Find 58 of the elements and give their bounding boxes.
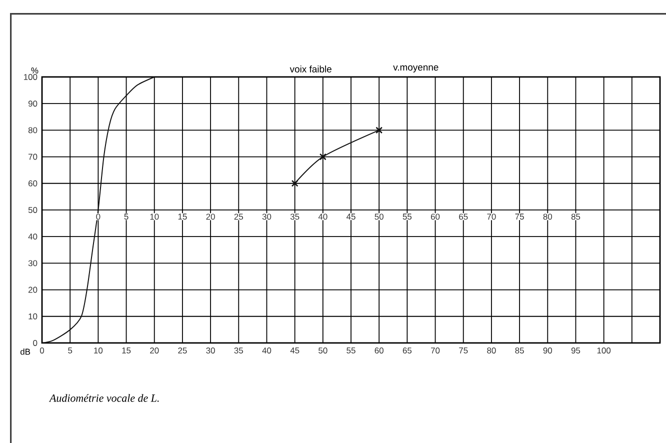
x2-tick-label: 40: [318, 214, 328, 220]
x-tick-label: 0: [40, 348, 44, 354]
x-tick-label: 80: [487, 348, 496, 354]
text: Audiométrie vocale de L.: [48, 394, 159, 402]
x2-tick-label: 30: [262, 214, 272, 220]
x-tick-label: 95: [571, 348, 580, 354]
y-axis-title: %: [31, 68, 38, 74]
x-tick-label: 40: [262, 348, 272, 354]
x2-tick-label: 65: [459, 214, 468, 220]
x2-tick-label: 10: [150, 214, 159, 220]
x-tick-label: 15: [122, 348, 131, 354]
y-tick-label: 50: [28, 206, 38, 213]
y-tick-label: 100: [24, 74, 38, 80]
y-tick-label: 0: [33, 340, 38, 346]
x2-tick-label: 5: [124, 214, 128, 220]
x-tick-label: 45: [290, 348, 300, 354]
y-tick-label: 90: [28, 100, 38, 107]
x-tick-label: 85: [515, 348, 524, 354]
x-tick-label: 100: [597, 348, 611, 354]
x2-tick-label: 0: [96, 214, 100, 220]
x2-tick-label: 85: [571, 214, 580, 220]
point: [376, 126, 383, 134]
y-tick-label: 10: [28, 313, 38, 320]
x2-tick-label: 25: [234, 214, 244, 220]
x-tick-label: 5: [68, 348, 72, 354]
x-tick-label: 30: [206, 348, 215, 354]
x2-tick-label: 20: [206, 214, 215, 220]
x2-tick-label: 45: [346, 214, 356, 220]
x2-tick-label: 15: [178, 214, 187, 220]
x-tick-label: 55: [346, 348, 356, 354]
y-tick-label: 60: [28, 180, 38, 186]
y-tick-label: 40: [28, 234, 38, 240]
x-tick-label: 10: [94, 348, 103, 354]
x2-tick-label: 70: [487, 214, 496, 220]
x2-tick-label: 75: [515, 214, 524, 220]
x-tick-label: 90: [543, 348, 552, 354]
text: v.moyenne: [393, 65, 438, 72]
x-tick-label: 20: [150, 348, 159, 354]
y-tick-label: 70: [28, 154, 38, 160]
y-tick-label: 30: [28, 260, 38, 266]
x-tick-label: 75: [459, 348, 468, 354]
x-tick-label: 25: [178, 348, 187, 354]
x2-tick-label: 35: [290, 214, 300, 220]
x-axis-title: dB: [20, 348, 30, 355]
x2-tick-label: 80: [543, 214, 552, 220]
x-tick-label: 65: [402, 348, 412, 354]
x2-tick-label: 60: [431, 214, 440, 220]
point: [291, 180, 298, 187]
x-tick-label: 70: [431, 348, 440, 354]
x-tick-label: 35: [234, 348, 244, 354]
x2-tick-label: 55: [402, 214, 412, 220]
text: voix faible: [290, 66, 332, 72]
x2-tick-label: 50: [374, 214, 384, 220]
y-tick-label: 20: [28, 286, 38, 293]
x-tick-label: 50: [318, 348, 328, 354]
point: [319, 153, 326, 160]
x-tick-label: 60: [374, 348, 384, 354]
y-tick-label: 80: [28, 127, 38, 134]
